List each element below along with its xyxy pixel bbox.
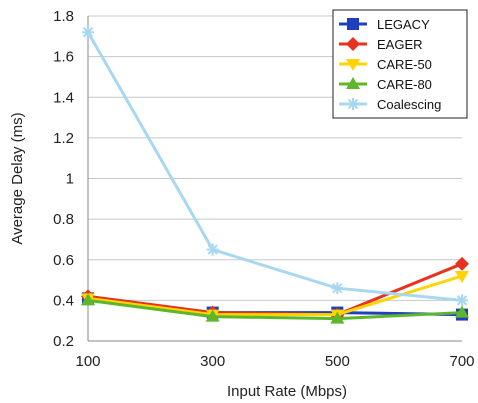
legend-label: CARE-50 bbox=[377, 57, 432, 72]
marker-stroke bbox=[82, 27, 94, 38]
axes bbox=[87, 16, 462, 342]
y-tick-label: 0.4 bbox=[53, 292, 74, 309]
y-tick-label: 0.2 bbox=[53, 333, 74, 350]
legend-swatch-marker bbox=[346, 59, 360, 71]
legend-item-care-50: CARE-50 bbox=[339, 57, 432, 72]
y-tick-label: 1.6 bbox=[53, 49, 74, 66]
x-tick-label: 700 bbox=[449, 353, 474, 370]
data-point-coalescing bbox=[331, 282, 344, 295]
data-point-coalescing bbox=[456, 294, 468, 307]
x-tick-labels: 100 300 500 700 bbox=[75, 353, 474, 370]
legend-label: CARE-80 bbox=[377, 77, 432, 92]
y-tick-label: 1.4 bbox=[53, 89, 74, 106]
y-tick-label: 0.6 bbox=[53, 252, 74, 269]
series-coalescing bbox=[82, 26, 468, 307]
legend-swatch-marker bbox=[347, 98, 359, 110]
x-tick-label: 100 bbox=[75, 353, 100, 370]
legend-item-care-80: CARE-80 bbox=[339, 77, 432, 92]
marker-stroke bbox=[456, 295, 468, 306]
y-tick-labels: 0.2 0.4 0.6 0.8 1 1.2 1.4 1.6 1.8 bbox=[53, 8, 74, 350]
data-point-care-80 bbox=[81, 293, 95, 306]
x-tick-label: 500 bbox=[325, 353, 350, 370]
legend-item-legacy: LEGACY bbox=[339, 17, 430, 32]
legend-item-eager: EAGER bbox=[339, 37, 423, 52]
marker-stroke bbox=[332, 282, 343, 294]
marker-stroke bbox=[207, 244, 218, 255]
data-point-coalescing bbox=[82, 26, 94, 39]
data-point-care-50 bbox=[455, 271, 469, 283]
legend-label: Coalescing bbox=[377, 97, 441, 112]
x-tick-label: 300 bbox=[200, 353, 225, 370]
y-tick-label: 1 bbox=[66, 171, 74, 188]
series-care-80 bbox=[81, 293, 469, 324]
legend-label: EAGER bbox=[377, 37, 423, 52]
data-point-care-80 bbox=[205, 309, 220, 322]
y-tick-label: 1.8 bbox=[53, 8, 74, 25]
legend-swatch-marker bbox=[346, 37, 360, 51]
x-axis-title: Input Rate (Mbps) bbox=[227, 383, 347, 400]
series-line-coalescing bbox=[86, 31, 463, 302]
gridlines bbox=[88, 15, 462, 301]
data-point-care-80 bbox=[330, 311, 345, 324]
y-tick-label: 0.8 bbox=[53, 211, 74, 228]
series-line-care-80 bbox=[87, 298, 463, 321]
series-group bbox=[81, 26, 469, 324]
marker-stroke bbox=[347, 98, 359, 110]
legend: LEGACY EAGER CARE-50 CARE-80 Coalescing bbox=[332, 9, 468, 119]
legend-swatch-marker bbox=[347, 18, 359, 30]
y-tick-label: 1.2 bbox=[53, 130, 74, 147]
data-point-coalescing bbox=[206, 243, 219, 256]
legend-swatch-marker bbox=[346, 77, 360, 89]
legend-label: LEGACY bbox=[377, 17, 430, 32]
legend-item-coalescing: Coalescing bbox=[339, 97, 441, 112]
y-axis-title: Average Delay (ms) bbox=[9, 112, 26, 244]
data-point-eager bbox=[455, 256, 469, 271]
data-point-care-80 bbox=[455, 305, 469, 318]
